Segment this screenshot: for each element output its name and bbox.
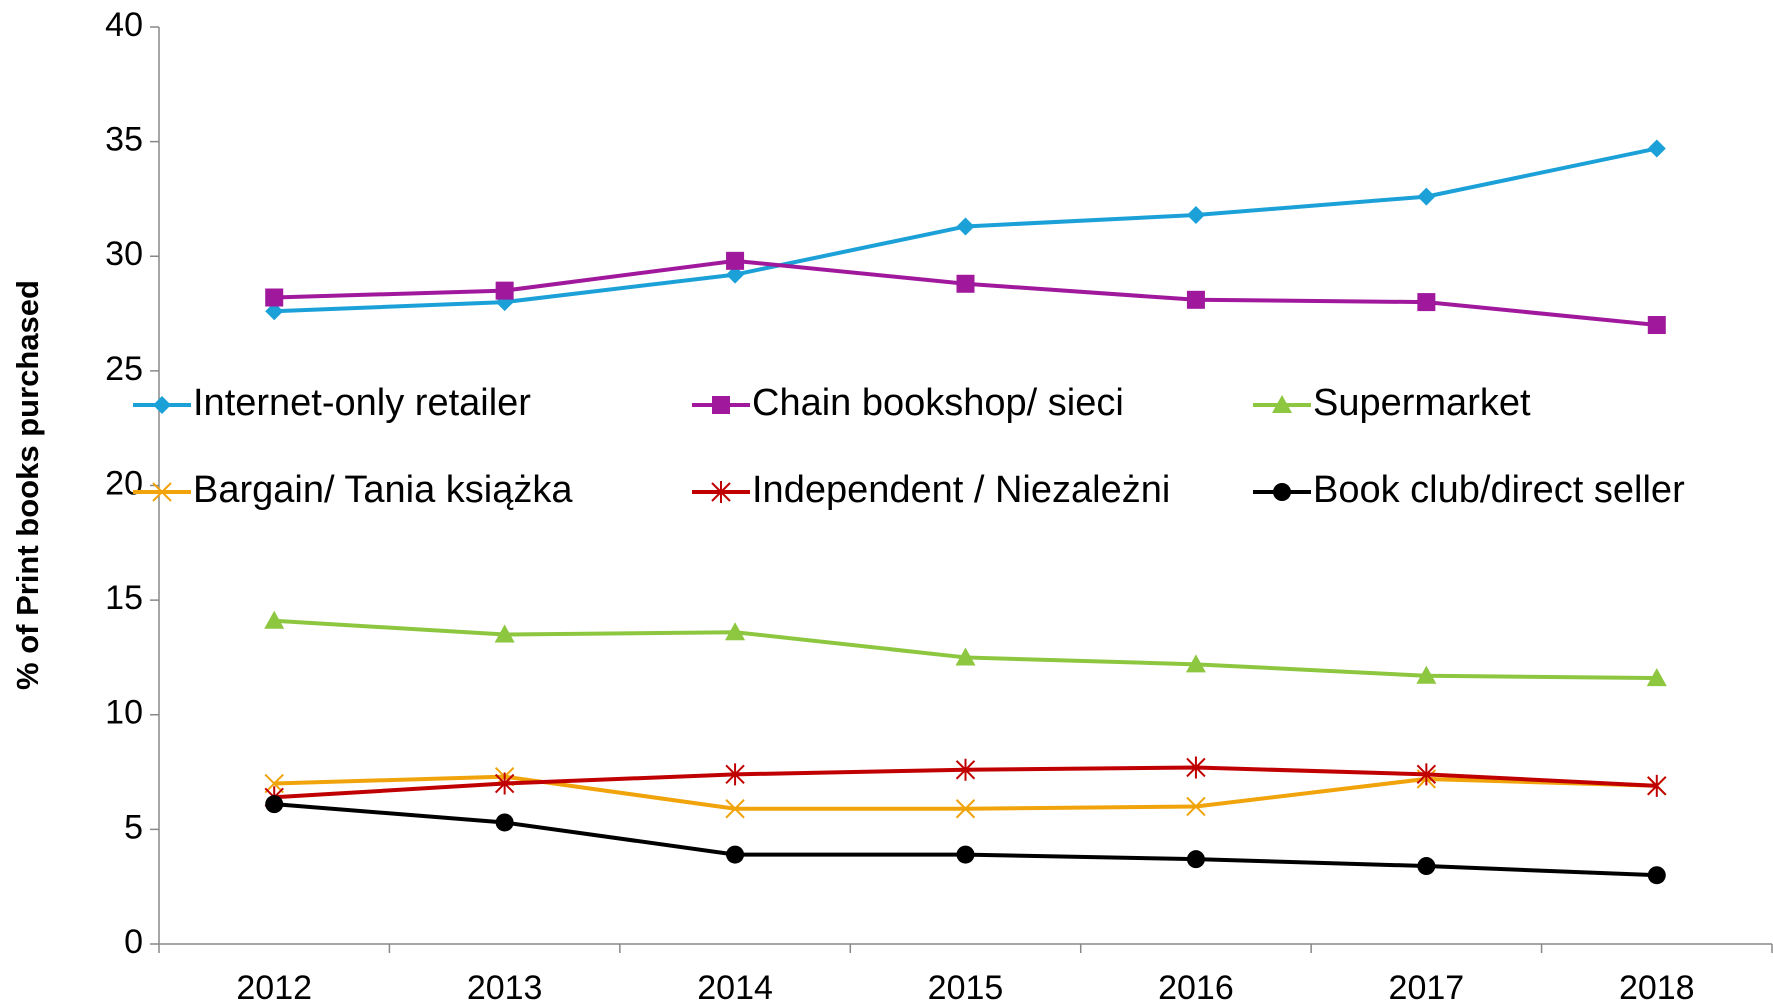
data-point — [494, 624, 515, 643]
data-point — [725, 799, 745, 819]
data-point — [1647, 774, 1667, 797]
x-tick-label: 2018 — [1619, 969, 1695, 1005]
data-point — [955, 799, 976, 819]
data-point — [265, 795, 284, 814]
series-line — [274, 258, 1657, 328]
x-tick-label: 2015 — [928, 969, 1004, 1005]
data-point — [1186, 850, 1205, 869]
data-point — [1417, 293, 1436, 312]
series-line — [274, 802, 1657, 878]
legend-marker — [1272, 395, 1292, 413]
data-point — [1186, 796, 1206, 817]
y-axis-label: % of Print books purchased — [10, 280, 45, 690]
data-point — [955, 647, 976, 666]
data-point — [1186, 756, 1206, 779]
legend-marker — [153, 396, 171, 414]
data-point — [955, 758, 976, 781]
legend-label: Chain bookshop/ sieci — [752, 382, 1124, 424]
data-point — [726, 265, 745, 284]
x-tick-label: 2012 — [236, 969, 312, 1005]
data-point — [1416, 665, 1437, 684]
data-point — [726, 845, 745, 864]
data-point — [725, 763, 745, 786]
data-point — [956, 217, 975, 236]
data-point — [1417, 857, 1436, 876]
y-tick-label: 30 — [105, 235, 143, 273]
data-point — [956, 274, 975, 293]
y-tick-label: 5 — [124, 808, 143, 846]
data-point — [956, 845, 975, 864]
legend-label: Internet-only retailer — [193, 382, 531, 424]
data-point — [495, 281, 514, 300]
legend-marker — [711, 481, 731, 503]
y-tick-label: 15 — [105, 579, 143, 617]
x-tick-label: 2014 — [697, 969, 773, 1005]
y-tick-label: 20 — [105, 464, 143, 502]
data-point — [725, 622, 746, 641]
data-point — [1416, 763, 1437, 786]
data-point — [1186, 205, 1205, 224]
legend-label: Independent / Niezależni — [752, 469, 1170, 511]
y-tick-label: 10 — [105, 694, 143, 732]
legend-label: Supermarket — [1313, 382, 1531, 424]
data-point — [726, 251, 745, 270]
data-point — [1647, 139, 1666, 158]
series-line — [274, 774, 1657, 811]
data-point — [265, 288, 284, 307]
data-point — [1647, 316, 1666, 335]
data-point — [1185, 654, 1206, 673]
legend-marker — [152, 482, 172, 502]
y-tick-label: 0 — [124, 923, 143, 961]
data-point — [1647, 866, 1666, 885]
data-point — [265, 302, 284, 321]
legend-label: Book club/direct seller — [1313, 469, 1685, 511]
x-tick-label: 2013 — [467, 969, 543, 1005]
y-tick-label: 25 — [105, 350, 143, 388]
legend-marker — [1273, 483, 1291, 501]
legend-label: Bargain/ Tania książka — [193, 469, 573, 511]
y-tick-label: 40 — [105, 6, 143, 44]
data-point — [264, 610, 285, 629]
data-point — [1186, 290, 1205, 309]
data-point — [264, 773, 284, 794]
data-point — [1646, 668, 1667, 687]
data-point — [1417, 187, 1436, 206]
x-tick-label: 2016 — [1158, 969, 1234, 1005]
y-tick-label: 35 — [105, 121, 143, 159]
x-tick-label: 2017 — [1389, 969, 1465, 1005]
data-point — [494, 772, 515, 795]
legend-marker — [712, 396, 730, 414]
data-point — [495, 813, 514, 832]
